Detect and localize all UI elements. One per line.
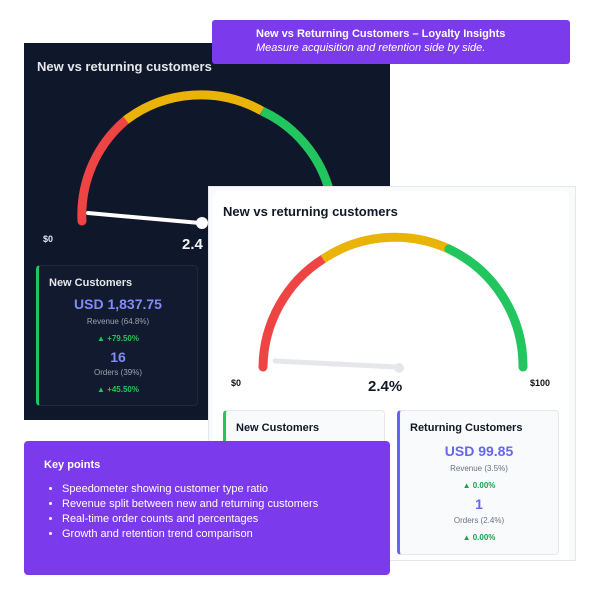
new-customers-panel: New Customers USD 1,837.75 Revenue (64.8… xyxy=(36,265,198,406)
gauge-needle xyxy=(86,211,202,225)
gauge-yellow-segment xyxy=(123,90,265,124)
gauge-red-segment xyxy=(258,254,328,372)
panel-header: Returning Customers xyxy=(410,422,523,434)
key-points-list: Speedometer showing customer type ratio … xyxy=(44,482,370,542)
panel-header: New Customers xyxy=(236,422,320,434)
gauge-green-segment xyxy=(260,106,335,195)
returning-customers-panel: Returning Customers USD 99.85 Revenue (3… xyxy=(397,410,559,555)
key-points-title: Key points xyxy=(44,459,101,471)
gauge-needle-hub xyxy=(394,363,404,373)
revenue-label: Revenue (64.8%) xyxy=(86,317,150,326)
revenue-label: Revenue (3.5%) xyxy=(450,464,508,473)
orders-value: 16 xyxy=(110,349,126,365)
gauge-min-label: $0 xyxy=(43,234,54,244)
orders-value: 1 xyxy=(475,496,483,512)
gauge-min-label: $0 xyxy=(231,378,242,388)
gauge-red-segment xyxy=(77,115,131,226)
gauge-max-label: $100 xyxy=(530,378,551,388)
orders-growth: ▲ 0.00% xyxy=(462,533,496,542)
banner-title: New vs Returning Customers – Loyalty Ins… xyxy=(256,28,506,40)
gauge-green-segment xyxy=(444,244,528,372)
light-gauge xyxy=(258,232,528,373)
banner-subtitle: Measure acquisition and retention side b… xyxy=(256,42,486,54)
orders-growth: ▲ +45.50% xyxy=(97,385,139,394)
orders-label: Orders (2.4%) xyxy=(453,516,505,525)
gauge-yellow-segment xyxy=(320,232,451,263)
revenue-value: USD 1,837.75 xyxy=(74,296,162,312)
key-point-item: Real-time order counts and percentages xyxy=(62,512,370,527)
gauge-needle xyxy=(272,358,400,370)
card-title: New vs returning customers xyxy=(37,59,212,74)
revenue-growth: ▲ 0.00% xyxy=(462,481,496,490)
key-point-item: Speedometer showing customer type ratio xyxy=(62,482,370,497)
revenue-value: USD 99.85 xyxy=(444,443,514,459)
orders-label: Orders (39%) xyxy=(93,368,142,377)
card-title: New vs returning customers xyxy=(223,204,398,219)
header-banner: New vs Returning Customers – Loyalty Ins… xyxy=(212,20,570,64)
revenue-growth: ▲ +79.50% xyxy=(97,334,139,343)
gauge-percent: 2.4% xyxy=(368,378,403,395)
key-points-box: Key points Speedometer showing customer … xyxy=(24,441,390,575)
key-point-item: Revenue split between new and returning … xyxy=(62,497,370,512)
key-point-item: Growth and retention trend comparison xyxy=(62,527,370,542)
gauge-needle-hub xyxy=(196,217,208,229)
gauge-percent: 2.4 xyxy=(182,236,203,253)
dark-gauge xyxy=(77,90,335,229)
panel-header: New Customers xyxy=(49,277,133,289)
